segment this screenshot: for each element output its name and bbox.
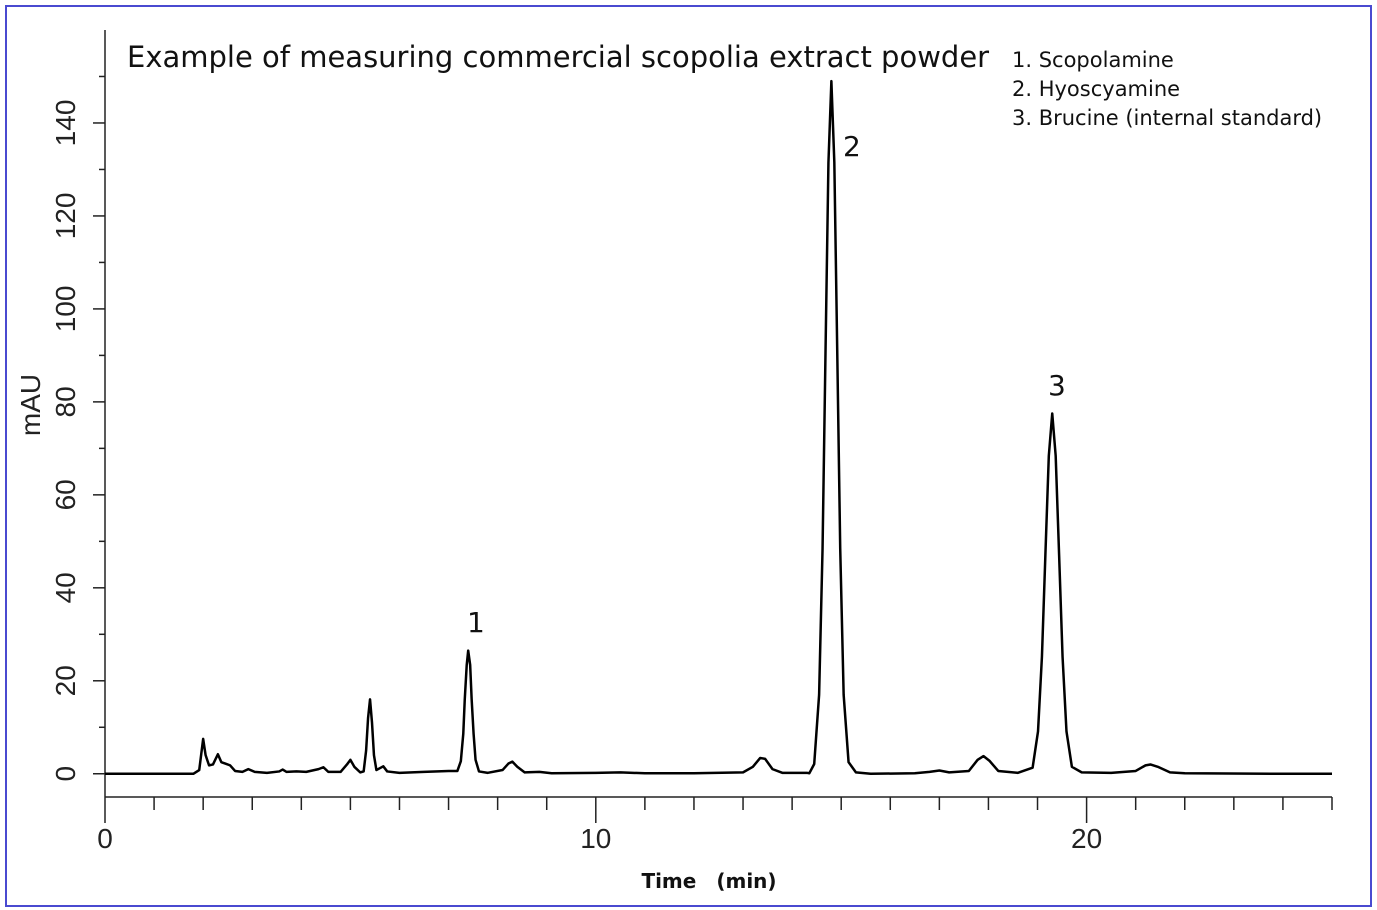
y-tick-label: 100: [50, 286, 81, 333]
x-tick-label: 0: [97, 823, 113, 854]
y-tick-label: 80: [50, 386, 81, 417]
y-tick-label: 140: [50, 100, 81, 147]
y-tick-label: 60: [50, 479, 81, 510]
y-tick-label: 40: [50, 572, 81, 603]
legend-entry: 3. Brucine (internal standard): [1012, 106, 1322, 130]
legend-entry: 1. Scopolamine: [1012, 48, 1174, 72]
x-tick-label: 10: [580, 823, 611, 854]
peak-label: 2: [843, 130, 861, 163]
frame: [5, 5, 1372, 907]
y-tick-label: 0: [50, 766, 81, 782]
y-tick-label: 120: [50, 193, 81, 240]
chromatogram-line: [105, 79, 1332, 776]
x-axis-title: Time (min): [641, 869, 776, 893]
y-tick-label: 20: [50, 665, 81, 696]
peak-label: 1: [467, 606, 485, 639]
x-tick-label: 20: [1071, 823, 1102, 854]
peak-label: 3: [1048, 369, 1066, 402]
chart-title: Example of measuring commercial scopolia…: [127, 40, 989, 74]
y-axis-title: mAU: [15, 374, 46, 436]
legend-entry: 2. Hyoscyamine: [1012, 77, 1180, 101]
